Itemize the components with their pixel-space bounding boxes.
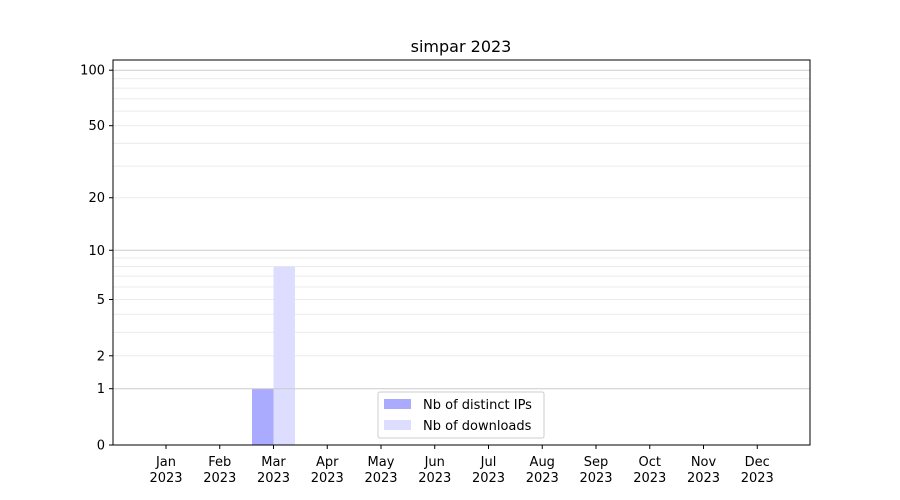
x-tick-label: 2023 xyxy=(526,471,559,486)
x-tick-label: 2023 xyxy=(311,471,344,486)
x-tick-label: 2023 xyxy=(149,471,182,486)
x-tick-label: 2023 xyxy=(203,471,236,486)
x-tick-label: 2023 xyxy=(579,471,612,486)
x-tick-label: Aug xyxy=(530,455,555,470)
y-tick-label: 50 xyxy=(88,119,105,134)
x-tick-label: 2023 xyxy=(687,471,720,486)
bar-ips xyxy=(252,388,274,445)
x-tick-label: Feb xyxy=(208,455,231,470)
plot-frame xyxy=(112,59,811,446)
chart-title: simpar 2023 xyxy=(411,37,512,56)
y-tick-label: 20 xyxy=(88,191,105,206)
y-tick-label: 100 xyxy=(80,64,105,79)
y-tick-label: 5 xyxy=(97,293,105,308)
legend-label-downloads: Nb of downloads xyxy=(423,419,532,434)
x-tick-label: Jan xyxy=(155,455,176,470)
legend-swatch-ips xyxy=(384,399,411,409)
x-tick-label: 2023 xyxy=(257,471,290,486)
bars xyxy=(252,266,295,445)
x-tick-label: Apr xyxy=(316,455,339,470)
x-tick-label: 2023 xyxy=(472,471,505,486)
legend-label-ips: Nb of distinct IPs xyxy=(423,398,532,413)
major-grid xyxy=(113,69,810,390)
x-tick-label: 2023 xyxy=(364,471,397,486)
legend: Nb of distinct IPs Nb of downloads xyxy=(377,391,545,439)
y-axis: 0 1 2 5 10 20 50 100 xyxy=(80,64,113,454)
y-tick-label: 1 xyxy=(97,382,105,397)
grid xyxy=(113,78,810,357)
x-tick-label: Nov xyxy=(691,455,717,470)
x-tick-label: Dec xyxy=(745,455,770,470)
y-tick-label: 2 xyxy=(97,349,105,364)
x-tick-label: Jun xyxy=(424,455,445,470)
y-tick-label: 10 xyxy=(88,244,105,259)
x-tick-label: Sep xyxy=(584,455,609,470)
x-axis: Jan2023Feb2023Mar2023Apr2023May2023Jun20… xyxy=(149,445,774,486)
x-tick-label: 2023 xyxy=(633,471,666,486)
x-tick-label: 2023 xyxy=(418,471,451,486)
x-tick-label: Jul xyxy=(480,455,497,470)
bar-downloads xyxy=(273,266,295,445)
x-tick-label: Mar xyxy=(261,455,286,470)
x-tick-label: 2023 xyxy=(741,471,774,486)
y-tick-label: 0 xyxy=(97,439,105,454)
x-tick-label: Oct xyxy=(639,455,661,470)
x-tick-label: May xyxy=(368,455,395,470)
legend-swatch-downloads xyxy=(384,420,411,430)
